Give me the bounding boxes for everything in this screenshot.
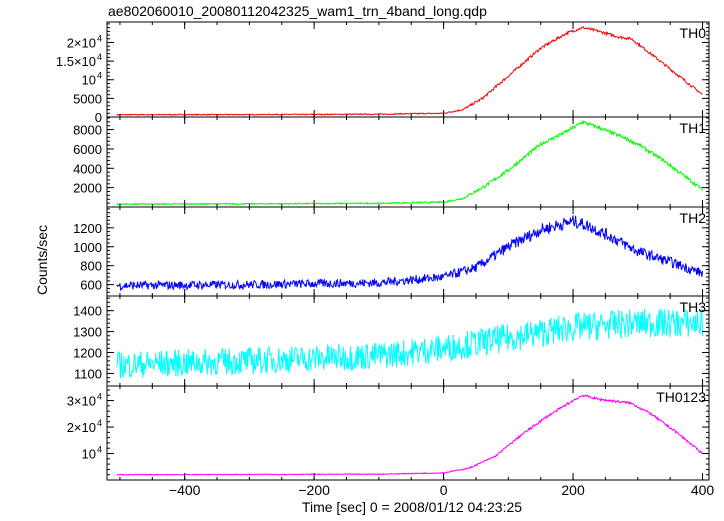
y-tick-exponent: 4 (97, 52, 102, 62)
panel-label-th0123: TH0123 (656, 389, 706, 405)
x-tick-label: −200 (298, 482, 330, 498)
y-tick-label: 1300 (73, 325, 102, 340)
panel-frame (106, 295, 710, 387)
y-tick-label: 600 (80, 278, 102, 293)
y-tick-label: 2×10 (67, 420, 96, 435)
y-tick-label: 5000 (73, 91, 102, 106)
x-axis-label: Time [sec] 0 = 2008/01/12 04:23:25 (302, 499, 522, 515)
x-tick-label: 400 (691, 482, 715, 498)
y-tick-label: 3×10 (67, 394, 96, 409)
panel-label-th1: TH1 (680, 120, 707, 136)
y-tick-label: 4000 (73, 161, 102, 176)
x-tick-label: 200 (561, 482, 585, 498)
y-tick-exponent: 4 (97, 392, 102, 402)
panel-label-th3: TH3 (680, 299, 707, 315)
y-tick-label: 1200 (73, 346, 102, 361)
panel-th2: 600 800 1000 1200 TH2 (73, 206, 710, 297)
y-tick-exponent: 4 (97, 33, 102, 43)
panel-label-th2: TH2 (680, 210, 707, 226)
y-tick-label: 1.5×10 (56, 54, 96, 69)
series-th3-line (116, 308, 703, 379)
y-tick-label: 1400 (73, 304, 102, 319)
series-th0-line (116, 26, 703, 116)
panel-frame (106, 21, 710, 118)
y-tick-label: 800 (80, 259, 102, 274)
panel-th3: 1100 1200 1300 1400 TH3 (73, 295, 710, 387)
y-tick-exponent: 4 (97, 71, 102, 81)
series-th2-line (116, 215, 703, 292)
panel-th1: 2000 4000 6000 8000 TH1 (73, 116, 710, 208)
series-th1-line (116, 119, 703, 206)
y-tick-label: 8000 (73, 123, 102, 138)
y-tick-label: 2×10 (67, 35, 96, 50)
x-tick-label: −400 (169, 482, 201, 498)
y-tick-label: 10 (82, 447, 96, 462)
y-tick-label: 2000 (73, 181, 102, 196)
panel-label-th0: TH0 (680, 25, 707, 41)
y-tick-label: 0 (95, 110, 102, 125)
y-tick-label: 10 (82, 73, 96, 88)
panel-th0123: 10 42×10 43×10 4 TH0123 (67, 385, 710, 481)
chart-title: ae802060010_20080112042325_wam1_trn_4ban… (108, 3, 487, 19)
y-tick-exponent: 4 (97, 418, 102, 428)
y-tick-label: 1100 (74, 366, 102, 381)
y-tick-label: 1000 (73, 240, 102, 255)
y-tick-exponent: 4 (97, 445, 102, 455)
y-axis-label: Counts/sec (34, 225, 50, 295)
y-tick-label: 6000 (73, 142, 102, 157)
x-tick-label: 0 (440, 482, 448, 498)
panel-frame (106, 385, 710, 481)
panel-frame (106, 116, 710, 208)
y-tick-label: 1200 (73, 221, 102, 236)
series-th0123-line (116, 394, 703, 476)
